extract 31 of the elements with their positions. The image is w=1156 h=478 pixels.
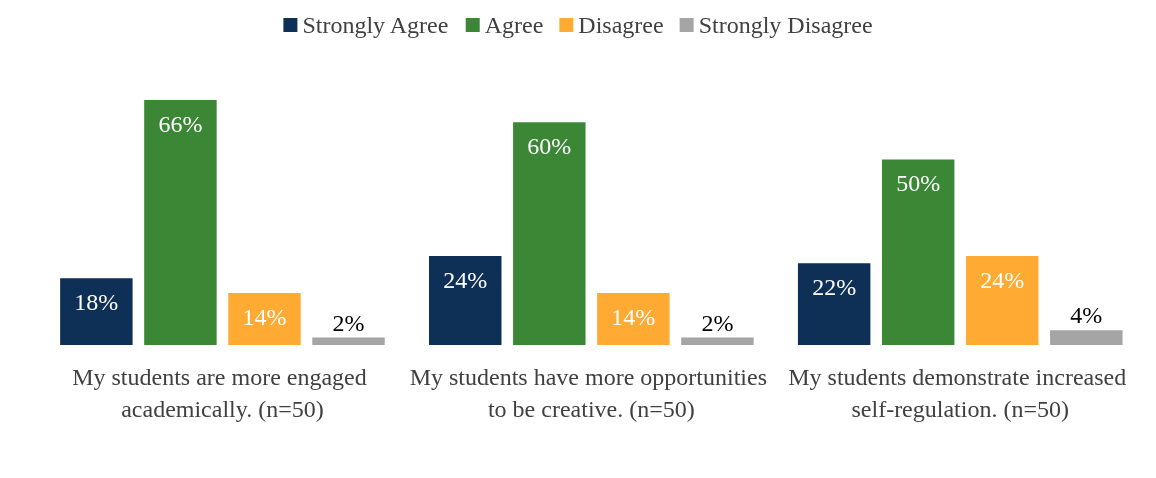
legend-label: Disagree	[578, 12, 664, 38]
data-label: 14%	[242, 304, 287, 331]
x-tick-label: My students demonstrate increased self-regulation. (n=50)	[788, 364, 1133, 422]
bar	[681, 337, 754, 345]
data-label: 2%	[701, 309, 734, 336]
data-label: 14%	[611, 304, 656, 331]
bar	[513, 122, 586, 345]
legend-label: Agree	[484, 12, 544, 38]
bar	[966, 255, 1039, 345]
bar	[881, 159, 955, 345]
data-label: 2%	[332, 309, 365, 336]
legend-label: Strongly Disagree	[698, 12, 873, 38]
bar	[429, 255, 502, 345]
bar	[1050, 330, 1123, 345]
bar	[597, 293, 670, 345]
x-tick-label: My students are more engaged academically. (n=50)	[72, 364, 373, 422]
bar	[228, 293, 301, 345]
data-label: 24%	[980, 266, 1025, 293]
data-label: 24%	[443, 266, 488, 293]
bar	[312, 337, 385, 345]
x-tick-label: My students have more opportunities to be creative. (n=50)	[409, 364, 773, 422]
data-label: 4%	[1070, 302, 1103, 329]
legend-label: Strongly Agree	[302, 12, 449, 38]
data-label: 66%	[158, 111, 203, 137]
data-label: 60%	[527, 133, 572, 160]
data-label: 50%	[896, 170, 941, 197]
bar	[60, 278, 133, 345]
bar	[144, 100, 217, 345]
data-label: 18%	[74, 289, 119, 316]
data-label: 22%	[812, 274, 857, 301]
bar	[797, 263, 871, 345]
